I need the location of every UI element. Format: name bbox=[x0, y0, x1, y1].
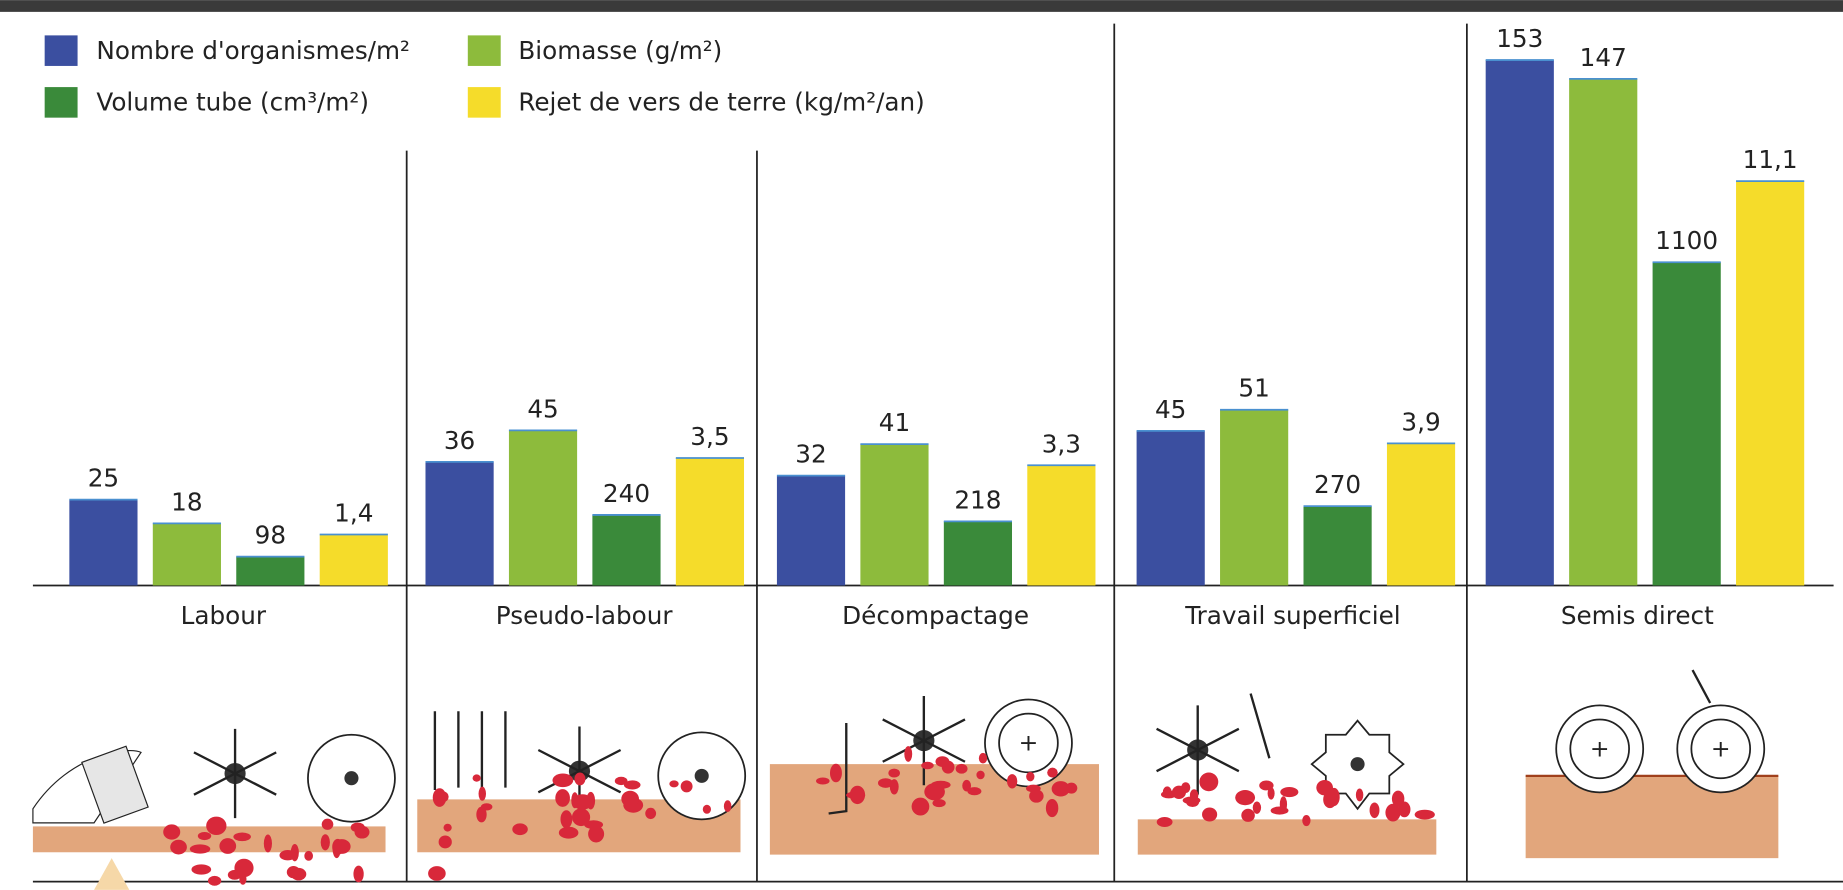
bar bbox=[1386, 443, 1456, 586]
value-label: 51 bbox=[1238, 374, 1269, 403]
value-label: 270 bbox=[1314, 470, 1361, 499]
bar bbox=[1652, 262, 1721, 586]
legend-swatch bbox=[44, 87, 78, 118]
bar bbox=[425, 461, 494, 586]
value-label: 98 bbox=[255, 521, 286, 550]
value-label: 11,1 bbox=[1743, 145, 1798, 174]
bar bbox=[943, 521, 1013, 586]
bar bbox=[69, 499, 138, 586]
legend-label: Volume tube (cm³/m²) bbox=[96, 88, 369, 117]
bar bbox=[1569, 78, 1638, 586]
bar bbox=[1027, 465, 1096, 586]
bar bbox=[1220, 409, 1289, 586]
legend: Nombre d'organismes/m² Volume tube (cm³/m… bbox=[44, 35, 925, 118]
bar bbox=[236, 556, 305, 586]
value-label: 45 bbox=[527, 394, 558, 423]
value-label: 1,4 bbox=[334, 498, 373, 527]
legend-swatch bbox=[44, 35, 78, 66]
value-label: 41 bbox=[879, 408, 910, 437]
value-label: 45 bbox=[1155, 395, 1186, 424]
value-label: 147 bbox=[1580, 43, 1627, 72]
legend-label: Rejet de vers de terre (kg/m²/an) bbox=[518, 88, 924, 117]
legend-swatch bbox=[467, 35, 501, 66]
svg-text:+: + bbox=[1019, 729, 1039, 757]
value-label: 36 bbox=[444, 426, 475, 455]
legend-label: Biomasse (g/m²) bbox=[518, 36, 722, 65]
value-label: 25 bbox=[88, 464, 119, 493]
category-label: Labour bbox=[181, 601, 267, 630]
title-strip bbox=[0, 0, 1843, 12]
category-label: Travail superficiel bbox=[1184, 601, 1400, 630]
bar bbox=[776, 475, 846, 586]
bar bbox=[1736, 181, 1805, 586]
bar bbox=[1485, 60, 1554, 586]
svg-text:+: + bbox=[1590, 735, 1610, 763]
bar bbox=[508, 430, 578, 586]
value-label: 18 bbox=[171, 487, 202, 516]
category-label: Décompactage bbox=[842, 601, 1029, 630]
value-label: 3,9 bbox=[1401, 407, 1440, 436]
value-label: 153 bbox=[1496, 24, 1543, 53]
illustrations: + + + bbox=[32, 669, 1779, 890]
svg-text:+: + bbox=[1711, 735, 1731, 763]
category-label: Semis direct bbox=[1561, 601, 1714, 630]
bar bbox=[860, 444, 929, 586]
category-label: Pseudo-labour bbox=[496, 601, 674, 630]
value-label: 240 bbox=[603, 479, 650, 508]
bar bbox=[592, 514, 661, 586]
value-label: 1100 bbox=[1655, 226, 1718, 255]
bar bbox=[675, 457, 745, 586]
frame bbox=[32, 23, 1843, 883]
legend-swatch bbox=[467, 87, 501, 118]
value-label: 3,5 bbox=[690, 422, 729, 451]
bar bbox=[1303, 506, 1372, 586]
value-label: 218 bbox=[954, 485, 1001, 514]
bar bbox=[152, 523, 221, 586]
value-label: 32 bbox=[795, 440, 826, 469]
value-label: 3,3 bbox=[1042, 429, 1081, 458]
bar bbox=[1136, 430, 1205, 586]
bar bbox=[319, 534, 388, 586]
legend-label: Nombre d'organismes/m² bbox=[96, 36, 410, 65]
